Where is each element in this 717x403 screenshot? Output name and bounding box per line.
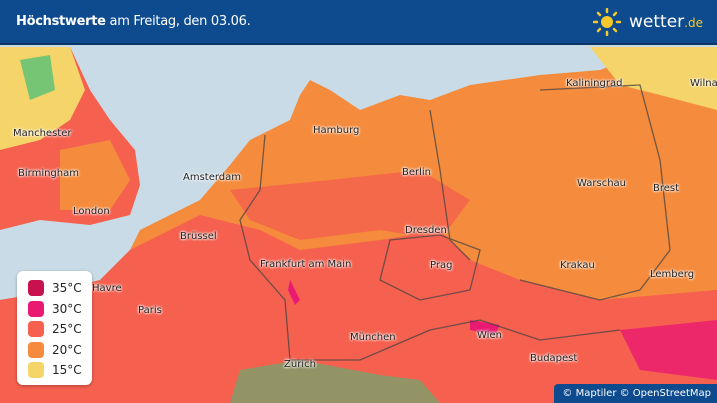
temperature-legend: 35°C 30°C 25°C 20°C 15°C — [17, 271, 92, 385]
city-label: Dresden — [405, 225, 447, 236]
city-label: Kaliningrad — [566, 78, 623, 89]
city-label: London — [73, 206, 110, 217]
city-label: Brest — [653, 183, 680, 194]
legend-swatch — [28, 280, 44, 297]
temperature-map[interactable] — [0, 47, 717, 403]
city-label: Birmingham — [18, 168, 79, 179]
legend-swatch — [28, 300, 44, 317]
city-label: Budapest — [530, 353, 578, 364]
city-label: Prag — [430, 260, 453, 271]
city-label: Hamburg — [313, 125, 360, 136]
city-label: Lemberg — [650, 269, 695, 280]
sun-icon — [593, 8, 622, 36]
city-label: Wilna — [690, 78, 717, 89]
legend-swatch — [28, 321, 44, 338]
city-label: Krakau — [560, 260, 595, 271]
city-label: Zürich — [284, 359, 316, 370]
legend-item: 30°C — [28, 299, 92, 320]
logo[interactable]: wetter.de — [593, 8, 703, 36]
legend-item: 25°C — [28, 319, 92, 340]
header: Höchstwerte am Freitag, den 03.06. wette… — [0, 0, 717, 45]
legend-swatch — [28, 341, 44, 358]
legend-swatch — [28, 362, 44, 379]
city-label: Manchester — [13, 128, 72, 139]
city-label: Amsterdam — [183, 172, 242, 183]
legend-item: 35°C — [28, 278, 92, 299]
city-label: Paris — [138, 305, 162, 316]
city-label: Wien — [477, 330, 502, 341]
city-label: München — [350, 332, 396, 343]
city-label: Berlin — [402, 167, 432, 178]
legend-item: 20°C — [28, 340, 92, 361]
city-label: Warschau — [577, 178, 626, 189]
legend-item: 15°C — [28, 360, 92, 381]
city-label: Brüssel — [180, 231, 217, 242]
city-label: Frankfurt am Main — [260, 259, 352, 270]
page-title: Höchstwerte am Freitag, den 03.06. — [16, 14, 251, 29]
city-label: Havre — [92, 283, 122, 294]
map-attribution[interactable]: © Maptiler © OpenStreetMap — [554, 384, 717, 403]
